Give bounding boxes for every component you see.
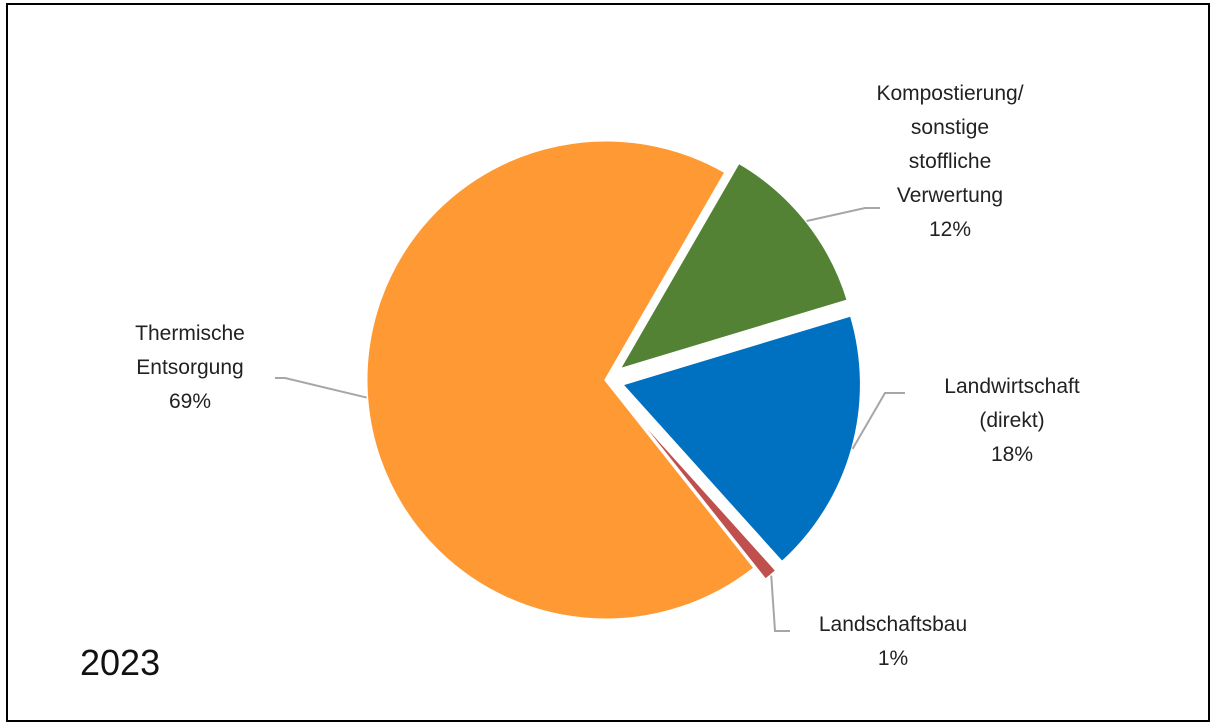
slice-label-3: Thermische Entsorgung 69%	[135, 322, 245, 413]
slice-percent-2: 1%	[878, 647, 908, 670]
slice-label-line: Verwertung	[897, 184, 1003, 207]
leader-line-0	[806, 207, 880, 222]
slice-label-line: (direkt)	[979, 409, 1044, 432]
pie-slices	[364, 138, 863, 622]
leader-line-3	[275, 377, 367, 399]
pie-slice-3	[364, 138, 758, 622]
slice-percent-0: 12%	[929, 218, 971, 241]
leader-line-1	[851, 392, 905, 450]
slice-percent-3: 69%	[169, 390, 211, 413]
slice-label-line: Landwirtschaft	[944, 375, 1080, 398]
slice-label-line: stoffliche	[909, 150, 992, 173]
slice-label-0: Kompostierung/sonstige stoffliche Verwertu…	[876, 82, 1023, 241]
year-annotation: 2023	[80, 642, 160, 683]
leader-line-2	[770, 575, 790, 632]
slice-label-2: Landschaftsbau 1%	[819, 613, 967, 670]
slice-percent-1: 18%	[991, 443, 1033, 466]
slice-labels: Kompostierung/sonstige stoffliche Verwertu…	[135, 82, 1080, 670]
slice-label-line: Thermische	[135, 322, 245, 345]
slice-label-line: Kompostierung/	[876, 82, 1023, 105]
slice-label-1: Landwirtschaft (direkt) 18%	[944, 375, 1080, 466]
leader-lines	[275, 207, 905, 632]
slice-label-line: Entsorgung	[136, 356, 243, 379]
slice-label-line: sonstige	[911, 116, 989, 139]
pie-slice-0	[615, 160, 851, 373]
slice-label-line: Landschaftsbau	[819, 613, 967, 636]
